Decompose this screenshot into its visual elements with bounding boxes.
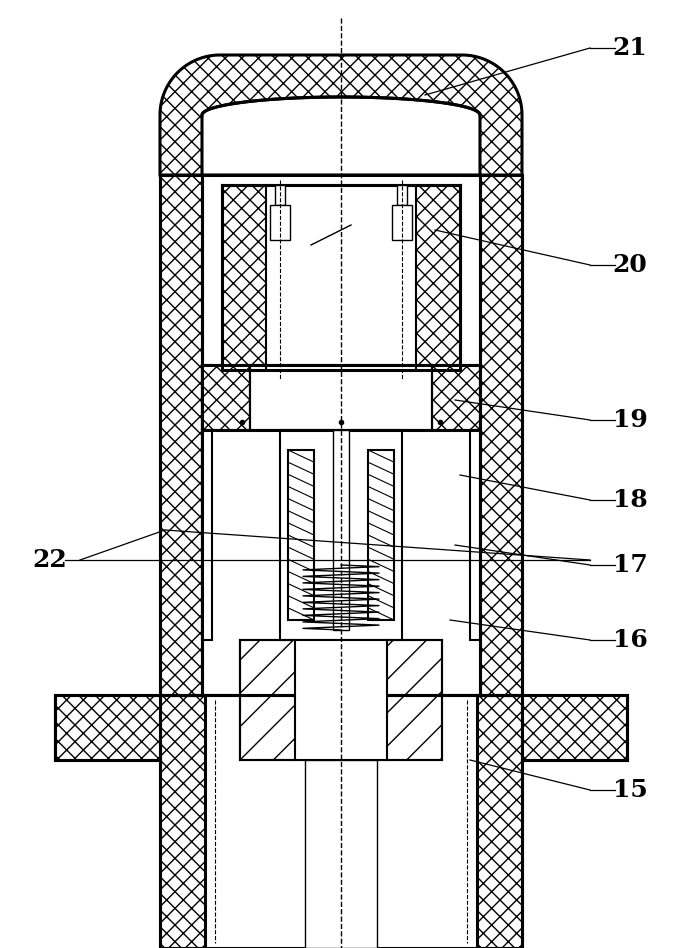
Bar — [240, 640, 442, 760]
Polygon shape — [202, 97, 480, 175]
Bar — [160, 695, 522, 948]
Bar — [160, 175, 202, 695]
Text: 20: 20 — [612, 253, 647, 277]
Bar — [202, 115, 480, 175]
Bar — [295, 640, 387, 760]
Bar — [280, 430, 402, 640]
Text: 18: 18 — [612, 488, 647, 512]
Text: 22: 22 — [33, 548, 68, 572]
Bar — [202, 430, 212, 640]
Bar — [270, 205, 290, 240]
Bar — [432, 365, 480, 430]
Text: 19: 19 — [612, 408, 647, 432]
Bar — [250, 365, 432, 430]
Bar — [202, 175, 480, 760]
Bar — [275, 185, 285, 205]
Bar — [333, 430, 349, 630]
Text: 21: 21 — [612, 36, 647, 60]
Bar — [470, 430, 480, 640]
Bar — [522, 695, 627, 760]
Polygon shape — [160, 55, 522, 175]
Bar — [305, 760, 377, 948]
Bar — [480, 175, 522, 695]
Bar — [222, 185, 460, 370]
Bar — [205, 695, 477, 948]
Bar — [288, 450, 314, 620]
Bar — [266, 185, 416, 370]
Bar — [392, 205, 412, 240]
Bar — [55, 695, 160, 760]
Text: 16: 16 — [612, 628, 647, 652]
Text: 17: 17 — [612, 553, 647, 577]
Bar — [368, 450, 394, 620]
Bar — [397, 185, 407, 205]
Text: 15: 15 — [612, 778, 647, 802]
Bar — [202, 365, 250, 430]
